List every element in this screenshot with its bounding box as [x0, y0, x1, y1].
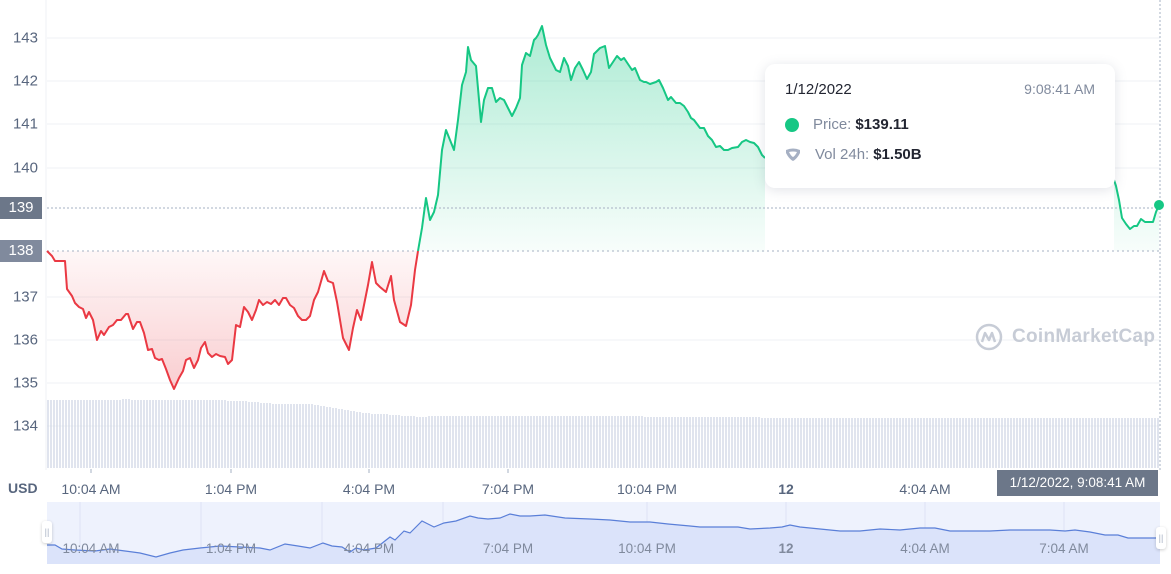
volume-icon [786, 148, 800, 161]
tooltip-volume-label: Vol 24h: [815, 146, 870, 163]
x-tick-1004am: 10:04 AM [61, 481, 121, 497]
nav-label-104pm: 1:04 PM [205, 541, 257, 556]
y-tick-143: 143 [12, 29, 38, 47]
tooltip-volume-value: $1.50B [873, 146, 922, 163]
watermark-text: CoinMarketCap [1012, 326, 1156, 347]
tooltip-price-label: Price: [813, 116, 852, 133]
nav-label-1004am: 10:04 AM [62, 541, 120, 556]
tooltip-time: 9:08:41 AM [1024, 81, 1095, 97]
y-tick-141: 141 [12, 115, 38, 133]
x-tick-1004pm: 10:04 PM [617, 481, 677, 497]
x-tick-404am: 4:04 AM [899, 481, 951, 497]
nav-label-704pm: 7:04 PM [482, 541, 534, 556]
y-tick-136: 136 [12, 331, 38, 349]
x-tick-12: 12 [778, 481, 794, 497]
tooltip-price-row: Price: $139.11 [785, 116, 909, 133]
price-line-below [46, 250, 419, 390]
price-dot-icon [785, 117, 799, 132]
navigator-left-handle[interactable]: || [42, 521, 52, 543]
nav-label-404pm: 4:04 PM [343, 541, 395, 556]
navigator-right-handle[interactable]: || [1156, 527, 1166, 549]
nav-label-12: 12 [778, 541, 794, 556]
nav-label-704am: 7:04 AM [1039, 541, 1089, 556]
volume-bars [47, 399, 1159, 468]
nav-label-404am: 4:04 AM [900, 541, 950, 556]
x-tick-704pm: 7:04 PM [481, 481, 535, 497]
x-tick-404pm: 4:04 PM [342, 481, 396, 497]
currency-label: USD [8, 480, 38, 496]
current-price-marker [1154, 200, 1164, 210]
coinmarketcap-watermark: CoinMarketCap [974, 322, 1155, 352]
tooltip-price-value: $139.11 [855, 116, 909, 133]
price-tooltip: 1/12/2022 9:08:41 AM Price: $139.11 Vol … [765, 64, 1115, 188]
price-area-below [47, 251, 418, 389]
range-navigator[interactable] [0, 500, 1171, 574]
y-tick-137: 137 [12, 288, 38, 306]
tooltip-volume-row: Vol 24h: $1.50B [785, 146, 922, 163]
nav-label-1004pm: 10:04 PM [618, 541, 676, 556]
price-area-above [418, 26, 1159, 252]
y-tick-142: 142 [12, 72, 38, 90]
price-line-above [417, 25, 766, 252]
reference-price-badge: 138 [0, 240, 42, 262]
crosshair-x-badge: 1/12/2022, 9:08:41 AM [997, 470, 1158, 496]
y-tick-140: 140 [12, 159, 38, 177]
tooltip-date: 1/12/2022 [785, 81, 852, 98]
crosshair-y-badge: 139 [0, 197, 42, 219]
x-tick-104pm: 1:04 PM [204, 481, 258, 497]
y-tick-135: 135 [12, 374, 38, 392]
y-tick-134: 134 [12, 417, 38, 435]
coinmarketcap-logo-icon [975, 323, 1003, 351]
